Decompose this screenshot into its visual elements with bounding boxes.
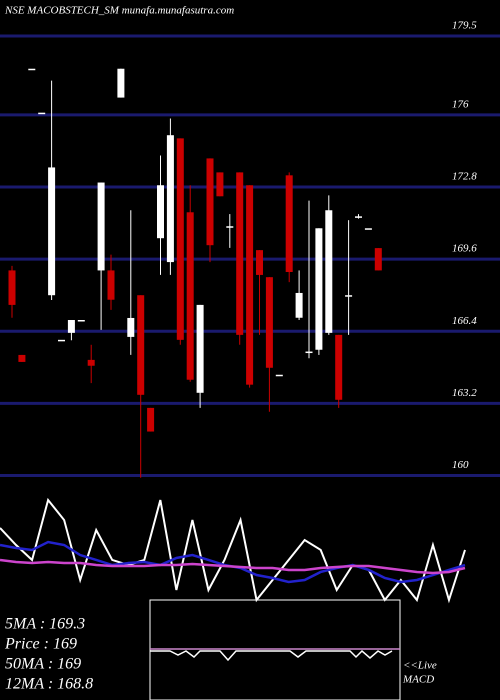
candle-body (315, 228, 323, 350)
y-tick-label: 176 (452, 98, 469, 110)
candle-body (364, 228, 372, 230)
candle-body (38, 112, 46, 115)
macd-line (150, 649, 393, 662)
candle-body (335, 334, 343, 400)
stat-label: 12MA : 168.8 (5, 676, 93, 693)
candle-body (107, 270, 115, 300)
candle-body (67, 320, 75, 333)
candle-body (355, 216, 362, 218)
stat-label: 5MA : 169.3 (5, 616, 85, 633)
candle-body (275, 374, 283, 377)
y-tick-label: 160 (452, 459, 469, 471)
candle-body (265, 277, 273, 368)
y-tick-label: 166.4 (452, 315, 477, 327)
y-tick-label: 169.6 (452, 243, 477, 255)
candle-body (246, 185, 254, 385)
candle-body (285, 175, 293, 272)
candle-body (176, 138, 184, 340)
candle-body (147, 407, 155, 432)
chart-title: NSE MACOBSTECH_SM munafa.munafasutra.com (4, 5, 234, 17)
candle-body (58, 339, 65, 342)
candle-body (216, 172, 224, 197)
candle-body (206, 158, 214, 246)
y-tick-label: 172.8 (452, 171, 477, 183)
stat-label: Price : 169 (4, 636, 77, 653)
candle-body (196, 304, 204, 393)
indicator-line (0, 497, 466, 604)
candle-body (97, 182, 105, 271)
candle-body (186, 212, 194, 380)
candle-body (295, 292, 303, 318)
macd-label: MACD (402, 674, 434, 686)
candle-body (305, 351, 313, 354)
candle-body (8, 270, 16, 305)
candle-body (87, 359, 95, 366)
candle-body (345, 295, 353, 297)
candle-body (117, 68, 125, 98)
indicator-line (0, 558, 466, 575)
candle-body (325, 210, 333, 333)
candle-body (256, 250, 263, 275)
candle-body (226, 226, 234, 228)
candle-body (166, 135, 174, 263)
candle-body (137, 295, 145, 395)
stat-label: 50MA : 169 (5, 656, 81, 673)
candle-body (48, 167, 56, 296)
candle-body (28, 68, 36, 71)
candle-body (157, 185, 164, 239)
macd-label: <<Live (403, 660, 437, 672)
candle-body (127, 317, 135, 337)
y-tick-label: 179.5 (452, 20, 477, 32)
candle-body (236, 172, 244, 335)
candle-body (77, 320, 85, 322)
macd-box (149, 599, 401, 700)
candle-body (18, 354, 26, 362)
y-tick-label: 163.2 (452, 387, 477, 399)
candle-body (374, 248, 382, 271)
